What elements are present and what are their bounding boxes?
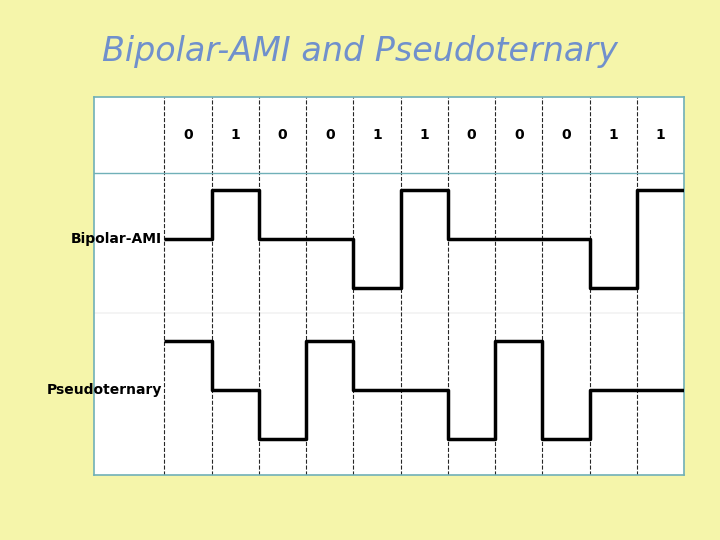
Text: 0: 0 bbox=[467, 128, 476, 142]
Text: 1: 1 bbox=[230, 128, 240, 142]
Text: 0: 0 bbox=[184, 128, 193, 142]
Text: Pseudoternary: Pseudoternary bbox=[47, 383, 162, 397]
Text: 1: 1 bbox=[655, 128, 665, 142]
Text: 0: 0 bbox=[561, 128, 571, 142]
Text: 0: 0 bbox=[325, 128, 335, 142]
Text: 1: 1 bbox=[372, 128, 382, 142]
Text: 1: 1 bbox=[419, 128, 429, 142]
Text: Bipolar-AMI: Bipolar-AMI bbox=[71, 232, 162, 246]
Text: 0: 0 bbox=[514, 128, 523, 142]
Text: 0: 0 bbox=[278, 128, 287, 142]
Text: 1: 1 bbox=[608, 128, 618, 142]
Text: Bipolar-AMI and Pseudoternary: Bipolar-AMI and Pseudoternary bbox=[102, 35, 618, 68]
